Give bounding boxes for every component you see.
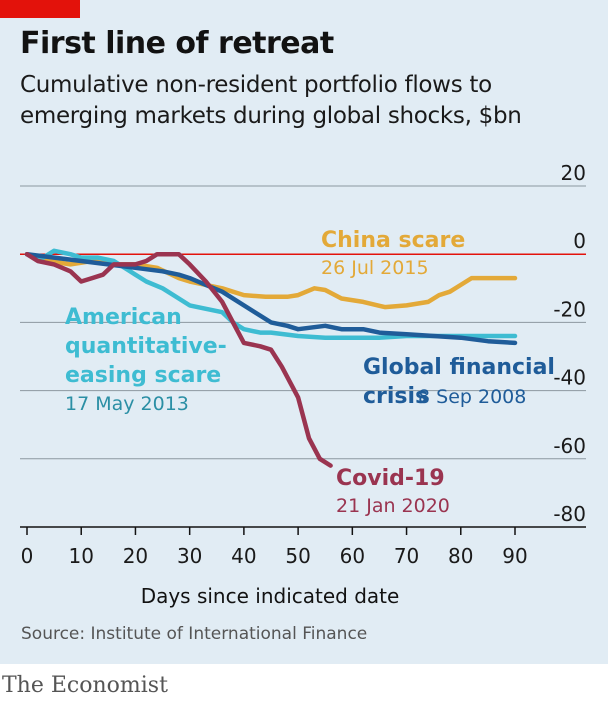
series-name-qe: quantitative- xyxy=(65,334,227,359)
series-line-gfc xyxy=(24,251,518,346)
x-tick-label: 90 xyxy=(502,544,527,568)
source-note: Source: Institute of International Finan… xyxy=(21,624,368,644)
x-tick-label: 10 xyxy=(68,544,93,568)
x-tick-label: 20 xyxy=(123,544,148,568)
series-line-covid xyxy=(24,251,333,468)
series-date-china: 26 Jul 2015 xyxy=(321,257,429,279)
x-tick-label: 0 xyxy=(21,544,34,568)
series-name-gfc: Global financial xyxy=(363,355,555,380)
series-date-covid: 21 Jan 2020 xyxy=(336,495,450,517)
series-name-china: China scare xyxy=(321,228,465,253)
series-name-qe: easing scare xyxy=(65,363,221,388)
series-name-qe: American xyxy=(65,305,182,330)
chart-title: First line of retreat xyxy=(20,26,334,61)
chart-panel xyxy=(0,0,608,664)
x-axis: 0 10 20 30 40 50 60 70 80 90 xyxy=(20,526,586,568)
x-tick-label: 80 xyxy=(448,544,473,568)
series-date-gfc: 8 Sep 2008 xyxy=(418,386,526,408)
series-name-covid: Covid-19 xyxy=(336,466,445,491)
y-tick-label: -20 xyxy=(553,297,586,321)
x-tick-label: 40 xyxy=(231,544,256,568)
series-line-qe xyxy=(24,248,518,340)
series-date-qe: 17 May 2013 xyxy=(65,393,189,415)
series-name-gfc: crisis xyxy=(363,384,428,409)
y-tick-label: 20 xyxy=(561,161,586,185)
x-axis-label: Days since indicated date xyxy=(141,584,400,608)
y-tick-label: -80 xyxy=(553,502,586,526)
grid-lines xyxy=(20,185,586,460)
y-axis-ticks: 20 0 -20 -40 -60 -80 xyxy=(553,161,586,526)
x-tick-label: 30 xyxy=(177,544,202,568)
y-tick-label: 0 xyxy=(573,229,586,253)
y-tick-label: -60 xyxy=(553,434,586,458)
y-tick-label: -40 xyxy=(553,366,586,390)
x-tick-label: 70 xyxy=(394,544,419,568)
series-lines xyxy=(24,248,518,468)
brand-accent-tab xyxy=(0,0,80,18)
chart-subtitle: Cumulative non-resident portfolio flows … xyxy=(20,72,522,129)
x-tick-label: 50 xyxy=(285,544,310,568)
series-annotations: China scare 26 Jul 2015 American quantitati… xyxy=(65,228,555,517)
publisher-logo: The Economist xyxy=(2,673,168,698)
x-tick-label: 60 xyxy=(340,544,365,568)
line-chart: 20 0 -20 -40 -60 -80 0 10 20 30 40 50 60 70 80 90 Chin… xyxy=(20,161,586,608)
